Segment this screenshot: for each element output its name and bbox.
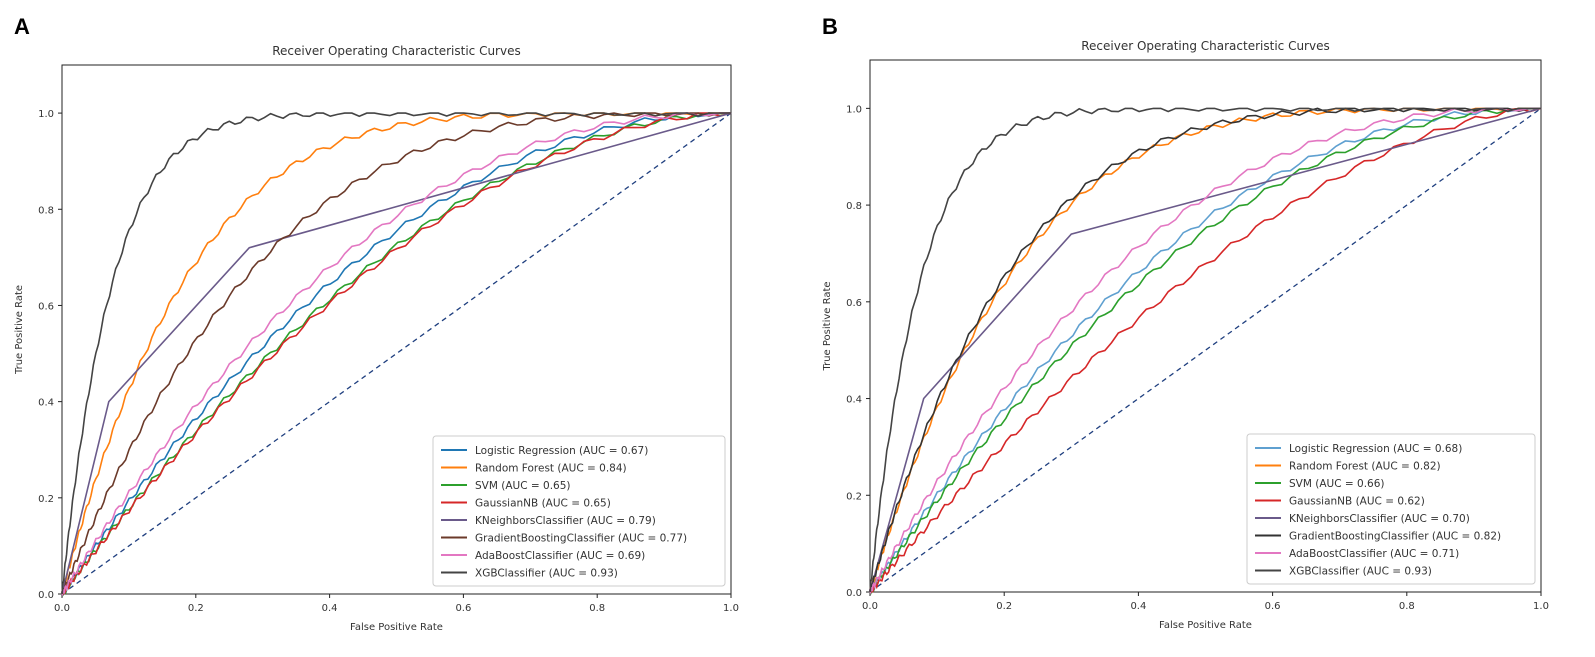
x-tick-label: 0.2	[996, 601, 1012, 612]
panel-label-a: A	[14, 14, 30, 39]
x-axis-label: False Positive Rate	[350, 622, 443, 633]
chart-title: Receiver Operating Characteristic Curves	[272, 44, 520, 58]
y-tick-label: 0.6	[846, 298, 862, 309]
roc-curve-7	[869, 107, 1541, 593]
x-tick-label: 0.4	[322, 603, 338, 614]
roc-curve-5	[869, 107, 1542, 595]
y-tick-label: 1.0	[38, 109, 54, 120]
legend-entry: SVM (AUC = 0.65)	[475, 480, 571, 492]
y-tick-label: 0.8	[38, 205, 54, 216]
y-axis-label: True Positive Rate	[822, 281, 833, 371]
legend-entry: XGBClassifier (AUC = 0.93)	[475, 568, 618, 580]
x-tick-label: 0.6	[455, 603, 471, 614]
y-tick-label: 1.0	[846, 104, 862, 115]
legend-entry: Random Forest (AUC = 0.84)	[475, 463, 627, 475]
y-tick-label: 0.2	[38, 494, 54, 505]
legend-entry: AdaBoostClassifier (AUC = 0.69)	[475, 550, 645, 562]
roc-curve-0	[869, 107, 1541, 595]
legend-entry: GradientBoostingClassifier (AUC = 0.77)	[475, 533, 687, 545]
x-tick-label: 0.0	[54, 603, 70, 614]
y-tick-label: 0.0	[846, 588, 862, 599]
roc-curve-3	[869, 107, 1542, 594]
roc-curve-7	[61, 112, 731, 595]
legend-entry: XGBClassifier (AUC = 0.93)	[1289, 566, 1432, 578]
roc-curve-6	[869, 107, 1541, 595]
legend-entry: Logistic Regression (AUC = 0.68)	[1289, 443, 1462, 455]
y-tick-label: 0.4	[38, 398, 54, 409]
legend	[1246, 433, 1536, 585]
panel-label-b: B	[822, 14, 838, 39]
legend-entry: KNeighborsClassifier (AUC = 0.79)	[475, 515, 656, 527]
y-tick-label: 0.8	[846, 201, 862, 212]
chance-diagonal	[61, 112, 732, 595]
y-axis-label: True Positive Rate	[14, 285, 25, 375]
x-tick-label: 0.2	[188, 603, 204, 614]
x-axis-label: False Positive Rate	[1159, 620, 1252, 631]
legend-entry: SVM (AUC = 0.66)	[1289, 478, 1385, 490]
y-tick-label: 0.6	[38, 301, 54, 312]
x-tick-label: 0.4	[1130, 601, 1146, 612]
x-tick-label: 0.0	[862, 601, 878, 612]
roc-curve-5	[61, 112, 732, 595]
x-tick-label: 1.0	[723, 603, 739, 614]
x-tick-label: 0.8	[1399, 601, 1415, 612]
legend-entry: Logistic Regression (AUC = 0.67)	[475, 445, 648, 457]
legend-entry: KNeighborsClassifier (AUC = 0.70)	[1289, 513, 1470, 525]
legend-entry: Random Forest (AUC = 0.82)	[1289, 461, 1441, 473]
roc-curve-4	[869, 107, 1542, 593]
x-tick-label: 0.6	[1265, 601, 1281, 612]
chance-diagonal	[869, 107, 1542, 593]
legend-entry: AdaBoostClassifier (AUC = 0.71)	[1289, 548, 1459, 560]
legend-entry: GradientBoostingClassifier (AUC = 0.82)	[1289, 531, 1501, 543]
roc-curve-2	[869, 107, 1542, 596]
y-tick-label: 0.2	[846, 491, 862, 502]
y-tick-label: 0.4	[846, 395, 862, 406]
x-tick-label: 1.0	[1533, 601, 1549, 612]
roc-curve-6	[61, 112, 731, 597]
y-tick-label: 0.0	[38, 590, 54, 601]
roc-curve-4	[61, 112, 732, 595]
chart-title: Receiver Operating Characteristic Curves	[1081, 39, 1329, 53]
legend-entry: GaussianNB (AUC = 0.65)	[475, 498, 611, 510]
legend-entry: GaussianNB (AUC = 0.62)	[1289, 496, 1425, 508]
x-tick-label: 0.8	[589, 603, 605, 614]
legend	[432, 435, 726, 587]
roc-curve-0	[61, 112, 731, 597]
